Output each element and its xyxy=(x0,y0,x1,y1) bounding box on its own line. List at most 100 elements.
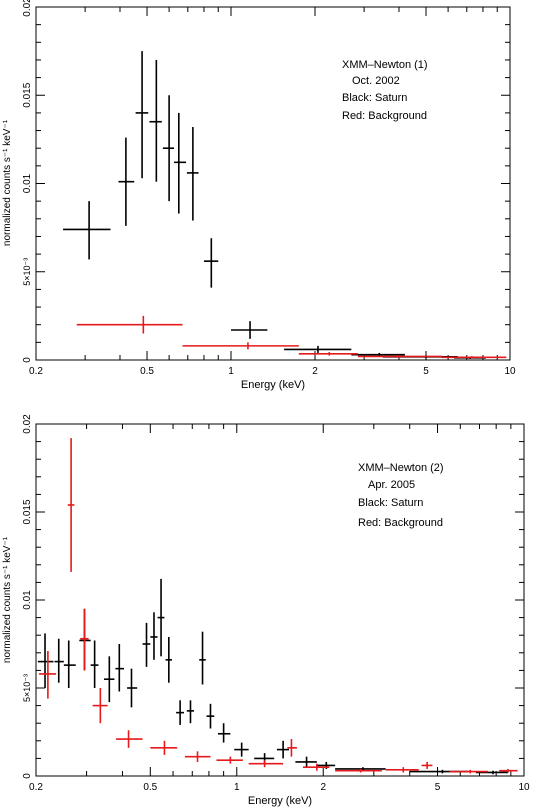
y-axis-ticks: 0 5×10⁻³ 0.01 0.015 0.02 xyxy=(22,0,33,363)
background-data-point xyxy=(76,315,183,334)
x-tick-label: 1 xyxy=(228,366,234,377)
background-data-point xyxy=(216,756,243,764)
x-axis-ticks: 0.2 0.5 1 2 5 10 xyxy=(29,782,530,793)
background-series xyxy=(39,438,518,774)
y-tick-label: 0.01 xyxy=(22,173,33,193)
background-data-point xyxy=(67,438,75,572)
y-tick-label: 0.02 xyxy=(22,0,33,17)
legend-background: Red: Background xyxy=(342,110,427,122)
background-series xyxy=(76,315,507,359)
observation-date: Apr. 2005 xyxy=(368,479,415,491)
saturn-data-point xyxy=(63,201,111,260)
x-axis-label: Energy (keV) xyxy=(241,379,305,391)
x-tick-label: 5 xyxy=(435,782,441,793)
x-tick-label: 5 xyxy=(423,366,429,377)
x-minor-ticks xyxy=(35,424,525,776)
saturn-series xyxy=(37,578,509,775)
y-axis-label: normalized counts s⁻¹ keV⁻¹ xyxy=(2,119,13,246)
annotation-block: XMM–Newton (1) Oct. 2002 Black: Saturn R… xyxy=(342,59,428,122)
saturn-data-point xyxy=(295,756,317,768)
saturn-data-point xyxy=(199,631,206,685)
y-minor-ticks xyxy=(36,6,510,361)
saturn-data-point xyxy=(54,638,64,683)
x-axis-label: Energy (keV) xyxy=(248,795,312,807)
saturn-data-point xyxy=(135,51,149,179)
saturn-data-point xyxy=(206,703,215,729)
saturn-data-point xyxy=(90,640,99,688)
background-data-point xyxy=(39,651,57,699)
x-tick-label: 0.2 xyxy=(29,782,43,793)
background-data-point xyxy=(302,763,330,771)
background-data-point xyxy=(150,740,178,755)
saturn-data-point xyxy=(127,668,138,708)
data-points xyxy=(63,51,507,359)
background-data-point xyxy=(385,767,419,773)
legend-saturn: Black: Saturn xyxy=(342,92,407,104)
x-tick-label: 2 xyxy=(312,366,318,377)
background-data-point xyxy=(92,688,108,724)
saturn-data-point xyxy=(276,740,289,759)
saturn-data-point xyxy=(217,723,231,743)
observation-label: XMM–Newton (2) xyxy=(358,462,444,474)
saturn-series xyxy=(63,51,486,359)
saturn-data-point xyxy=(162,95,175,202)
background-data-point xyxy=(441,356,507,359)
saturn-data-point xyxy=(165,636,173,683)
observation-label: XMM–Newton (1) xyxy=(342,59,428,71)
y-tick-label: 0 xyxy=(22,357,33,363)
x-tick-label: 1 xyxy=(234,782,240,793)
saturn-data-point xyxy=(203,238,219,288)
saturn-data-point xyxy=(234,742,249,757)
x-tick-label: 10 xyxy=(518,782,530,793)
y-axis-ticks: 0 5×10⁻³ 0.01 0.015 0.02 xyxy=(22,414,33,779)
background-data-point xyxy=(116,730,143,748)
saturn-data-point xyxy=(104,656,115,703)
saturn-data-point xyxy=(475,770,509,775)
saturn-data-point xyxy=(115,644,125,692)
saturn-data-point xyxy=(142,622,151,667)
x-tick-label: 2 xyxy=(320,782,326,793)
saturn-data-point xyxy=(149,59,162,182)
saturn-data-point xyxy=(231,321,268,339)
saturn-data-point xyxy=(150,612,158,660)
y-tick-label: 0.015 xyxy=(22,499,33,524)
y-axis-label: normalized counts s⁻¹ keV⁻¹ xyxy=(2,536,13,663)
background-data-point xyxy=(449,769,489,774)
background-data-point xyxy=(357,355,442,358)
background-data-point xyxy=(184,751,211,762)
chart-panel-1: 0.2 0.5 1 2 5 10 0 5×10⁻³ 0.01 0.015 0.0… xyxy=(2,0,516,391)
background-data-point xyxy=(80,608,89,671)
background-data-point xyxy=(248,760,284,768)
background-data-point xyxy=(499,768,518,773)
y-minor-ticks xyxy=(36,423,524,777)
data-points xyxy=(37,438,518,775)
legend-background: Red: Background xyxy=(358,517,443,529)
saturn-data-point xyxy=(157,578,165,657)
x-tick-label: 0.2 xyxy=(29,366,43,377)
x-tick-label: 10 xyxy=(504,366,516,377)
observation-date: Oct. 2002 xyxy=(352,75,400,87)
background-data-point xyxy=(421,761,433,769)
background-data-point xyxy=(298,352,358,356)
saturn-data-point xyxy=(176,700,184,725)
plot-frame xyxy=(35,423,525,777)
legend-saturn: Black: Saturn xyxy=(358,497,423,509)
saturn-data-point xyxy=(174,112,187,214)
x-axis-ticks: 0.2 0.5 1 2 5 10 xyxy=(29,366,516,377)
saturn-data-point xyxy=(63,640,76,688)
background-data-point xyxy=(335,768,382,773)
y-tick-label: 0.02 xyxy=(22,414,33,434)
saturn-data-point xyxy=(37,633,54,688)
y-tick-label: 5×10⁻³ xyxy=(22,674,32,702)
saturn-data-point xyxy=(118,137,135,226)
saturn-data-point xyxy=(284,345,352,353)
chart-panel-2: 0.2 0.5 1 2 5 10 0 5×10⁻³ 0.01 0.015 0.0… xyxy=(2,414,530,807)
background-data-point xyxy=(287,739,297,757)
plot-frame xyxy=(35,6,511,361)
background-data-point xyxy=(182,342,299,350)
y-tick-label: 0 xyxy=(22,773,33,779)
x-tick-label: 0.5 xyxy=(143,782,157,793)
y-tick-label: 0.01 xyxy=(22,590,33,610)
x-minor-ticks xyxy=(35,7,511,360)
